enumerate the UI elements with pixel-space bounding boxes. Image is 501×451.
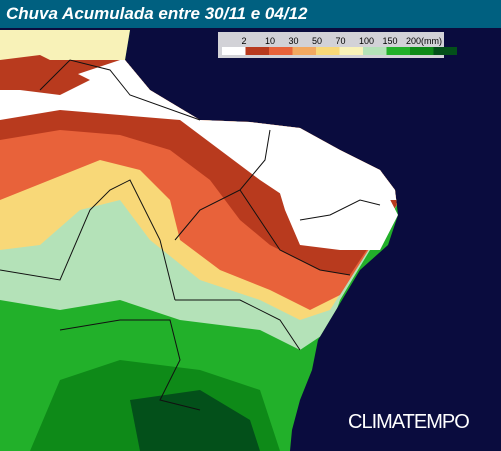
legend-swatch [363, 47, 387, 55]
legend-label: 10 [265, 36, 275, 46]
legend-label: 150 [383, 36, 398, 46]
legend-label: 100 [359, 36, 374, 46]
legend-swatch [245, 47, 269, 55]
legend-swatch [316, 47, 340, 55]
header-bar [0, 0, 501, 28]
legend-swatch [410, 47, 434, 55]
legend-label: 30 [289, 36, 299, 46]
legend-swatch [339, 47, 363, 55]
legend-swatch [292, 47, 316, 55]
legend-swatch [222, 47, 246, 55]
legend-swatch [433, 47, 457, 55]
legend-swatch [386, 47, 410, 55]
legend-label: 200(mm) [406, 36, 442, 46]
map-title: Chuva Acumulada entre 30/11 e 04/12 [6, 4, 308, 23]
legend-label: 2 [242, 36, 247, 46]
brand-logo: CLIMATEMPO [348, 411, 469, 433]
legend-swatch [269, 47, 293, 55]
legend-label: 50 [312, 36, 322, 46]
legend-label: 70 [336, 36, 346, 46]
legend: 2 10 30 50 70 100 150 200(mm) [222, 36, 457, 55]
borders [0, 59, 381, 411]
